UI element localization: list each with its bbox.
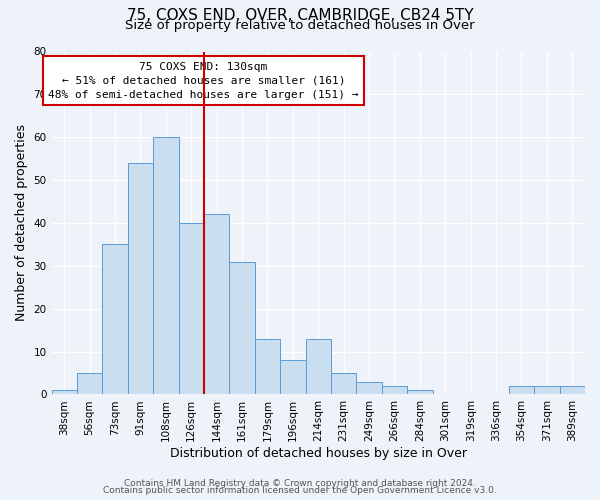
- Bar: [280, 360, 305, 394]
- Bar: [255, 338, 280, 394]
- Bar: [331, 373, 356, 394]
- Bar: [305, 338, 331, 394]
- Text: 75 COXS END: 130sqm
← 51% of detached houses are smaller (161)
48% of semi-detac: 75 COXS END: 130sqm ← 51% of detached ho…: [49, 62, 359, 100]
- Text: 75, COXS END, OVER, CAMBRIDGE, CB24 5TY: 75, COXS END, OVER, CAMBRIDGE, CB24 5TY: [127, 8, 473, 22]
- Bar: [77, 373, 103, 394]
- Text: Size of property relative to detached houses in Over: Size of property relative to detached ho…: [125, 18, 475, 32]
- Bar: [407, 390, 433, 394]
- Bar: [509, 386, 534, 394]
- Bar: [128, 163, 153, 394]
- Bar: [382, 386, 407, 394]
- Bar: [103, 244, 128, 394]
- Bar: [560, 386, 585, 394]
- X-axis label: Distribution of detached houses by size in Over: Distribution of detached houses by size …: [170, 447, 467, 460]
- Text: Contains HM Land Registry data © Crown copyright and database right 2024.: Contains HM Land Registry data © Crown c…: [124, 478, 476, 488]
- Bar: [534, 386, 560, 394]
- Bar: [356, 382, 382, 394]
- Text: Contains public sector information licensed under the Open Government Licence v3: Contains public sector information licen…: [103, 486, 497, 495]
- Bar: [153, 137, 179, 394]
- Bar: [204, 214, 229, 394]
- Bar: [52, 390, 77, 394]
- Bar: [179, 223, 204, 394]
- Y-axis label: Number of detached properties: Number of detached properties: [15, 124, 28, 322]
- Bar: [229, 262, 255, 394]
